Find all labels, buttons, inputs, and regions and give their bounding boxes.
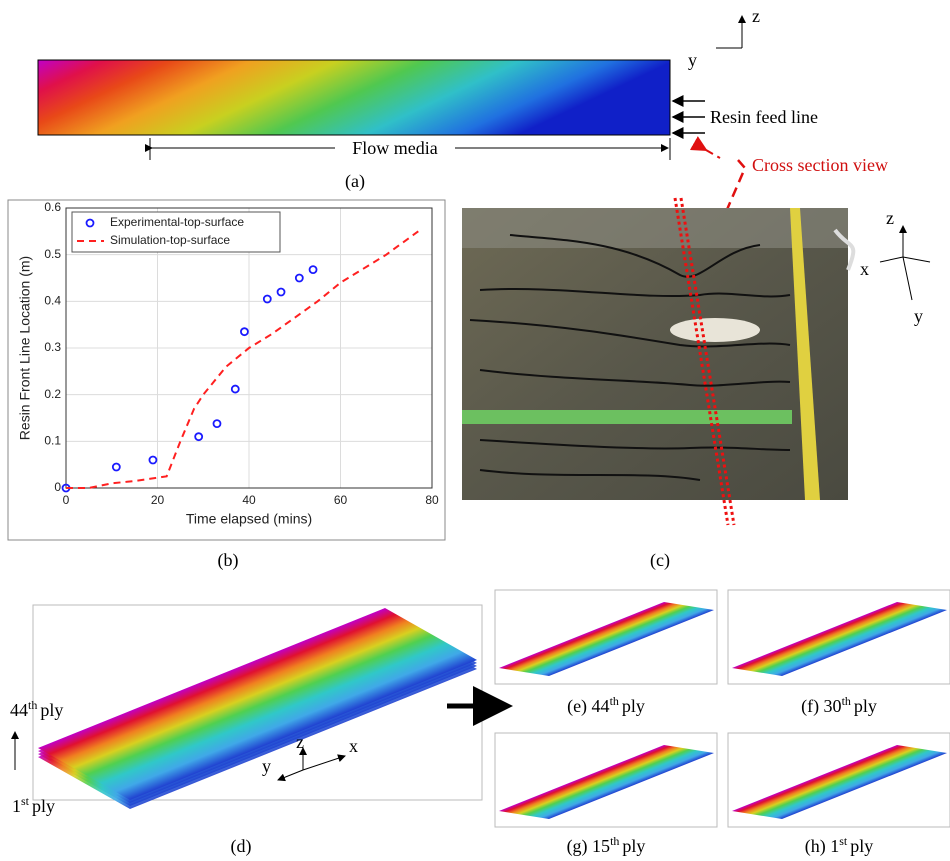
feed-arrows <box>673 101 705 133</box>
annotation: Resin feed line <box>710 107 818 127</box>
x-tick-label: 20 <box>151 493 165 507</box>
legend-label: Simulation-top-surface <box>110 233 230 247</box>
panel-label: (a) <box>345 171 365 192</box>
ply-suffix: th <box>28 698 37 712</box>
x-tick-label: 0 <box>63 493 70 507</box>
ply-word: ply <box>854 696 877 716</box>
legend-label: Experimental-top-surface <box>110 215 244 229</box>
ply-number: (f) 30 <box>801 696 841 717</box>
annotation: Cross section view <box>752 155 888 175</box>
axis-label: x <box>860 259 869 279</box>
y-tick-label: 0.6 <box>44 200 61 214</box>
axis-label: z <box>752 6 760 26</box>
panel-label: (c) <box>650 550 670 571</box>
ply-suffix: th <box>842 694 851 708</box>
photo <box>462 198 853 525</box>
axis-label: x <box>349 736 358 756</box>
ply-number: (g) 15 <box>567 836 611 857</box>
axis-label: z <box>296 732 304 752</box>
y-tick-label: 0.2 <box>44 387 61 401</box>
ply-suffix: th <box>610 694 619 708</box>
x-tick-label: 80 <box>425 493 439 507</box>
x-tick-label: 40 <box>242 493 256 507</box>
x-tick-label: 60 <box>334 493 348 507</box>
axis-glyph <box>716 16 742 48</box>
x-axis-label: Time elapsed (mins) <box>186 511 312 527</box>
axis-glyph <box>880 226 930 300</box>
ply-suffix: st <box>21 794 30 808</box>
ply-word: ply <box>850 836 873 856</box>
ply-word: ply <box>40 700 63 720</box>
axis-label: y <box>914 306 923 326</box>
ply-word: ply <box>32 796 55 816</box>
y-axis-label: Resin Front Line Location (m) <box>17 256 33 440</box>
ply-suffix: st <box>839 834 848 848</box>
panel-label: (d) <box>231 836 252 857</box>
y-tick-label: 0.5 <box>44 247 61 261</box>
ply-number: (e) 44 <box>567 696 609 717</box>
ply-word: ply <box>622 696 645 716</box>
ply-number: 1 <box>12 796 21 816</box>
annotation: Flow media <box>352 138 438 158</box>
figure: Resin feed line Flow media (a) z y Cross… <box>0 0 950 861</box>
section-arrow <box>706 150 720 158</box>
axis-label: z <box>886 208 894 228</box>
ply-suffix: th <box>610 834 619 848</box>
y-tick-label: 0.4 <box>44 294 61 308</box>
y-tick-label: 0.1 <box>44 434 61 448</box>
ply-number: 44 <box>10 700 28 720</box>
axis-label: y <box>262 756 271 776</box>
ply-word: ply <box>622 836 645 856</box>
axis-label: y <box>688 50 697 70</box>
contour-plot <box>38 60 670 135</box>
y-tick-label: 0 <box>54 480 61 494</box>
y-tick-label: 0.3 <box>44 340 61 354</box>
ply-number: (h) 1 <box>805 836 840 857</box>
panel-label: (b) <box>218 550 239 571</box>
